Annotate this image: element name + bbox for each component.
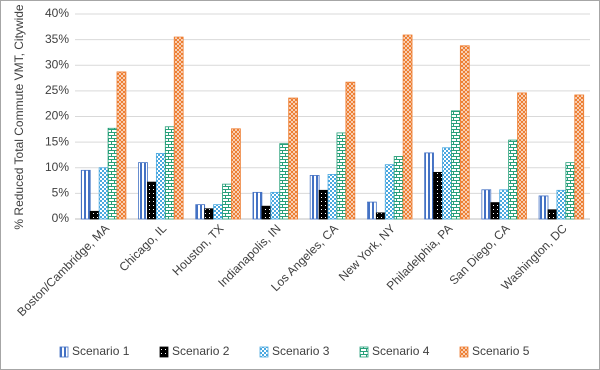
bar [402, 34, 413, 220]
bar [574, 94, 585, 220]
bar [433, 171, 443, 220]
bar [195, 204, 206, 220]
bar [288, 97, 298, 220]
bar [204, 208, 214, 220]
y-tick-label: 40% [45, 6, 69, 20]
legend-label: Scenario 4 [372, 344, 430, 358]
y-tick-label: 10% [45, 160, 69, 174]
y-tick-label: 35% [45, 32, 69, 46]
bar [164, 126, 175, 220]
bar [459, 45, 470, 220]
bar [345, 81, 356, 220]
bar [213, 204, 223, 220]
bar [499, 189, 510, 220]
bar [173, 36, 184, 220]
bar [336, 132, 347, 220]
y-tick-label: 25% [45, 83, 69, 97]
legend-swatch [159, 346, 169, 358]
bar [481, 189, 492, 220]
bar [393, 156, 404, 220]
bar [222, 183, 232, 220]
legend-label: Scenario 5 [472, 344, 530, 358]
bar [309, 175, 320, 220]
bar [517, 92, 527, 220]
legend-swatch [259, 346, 269, 358]
legend-swatch [359, 346, 369, 358]
bar [508, 139, 518, 220]
legend-swatch [59, 346, 69, 358]
bar [147, 181, 157, 220]
bar [261, 205, 272, 220]
y-tick-label: 5% [52, 186, 70, 200]
bar [318, 189, 329, 220]
bar [327, 174, 338, 220]
legend-label: Scenario 3 [272, 344, 330, 358]
y-axis-title: % Reduced Total Commute VMT, Citywide [12, 4, 26, 230]
bar [138, 162, 148, 220]
bar [89, 210, 100, 220]
legend-label: Scenario 2 [172, 344, 230, 358]
bar [424, 152, 434, 220]
y-tick-label: 0% [52, 211, 70, 225]
bar [442, 147, 452, 220]
bar [367, 201, 377, 220]
bar [252, 191, 263, 220]
y-tick-label: 20% [45, 109, 69, 123]
bar [279, 143, 290, 220]
bar [451, 110, 461, 220]
bar [98, 167, 109, 220]
bar [375, 212, 386, 220]
bar [538, 195, 549, 220]
bar [547, 209, 558, 220]
bar [270, 191, 281, 220]
bar [490, 202, 501, 220]
bar [80, 169, 91, 220]
bar [155, 152, 166, 220]
y-tick-label: 30% [45, 57, 69, 71]
legend-swatch [459, 346, 469, 358]
bar [231, 128, 241, 220]
legend-label: Scenario 1 [72, 344, 130, 358]
y-tick-label: 15% [45, 134, 69, 148]
bar [384, 164, 395, 220]
bar [565, 162, 576, 220]
bar [556, 189, 567, 220]
bar [116, 71, 127, 220]
bar [107, 127, 118, 220]
